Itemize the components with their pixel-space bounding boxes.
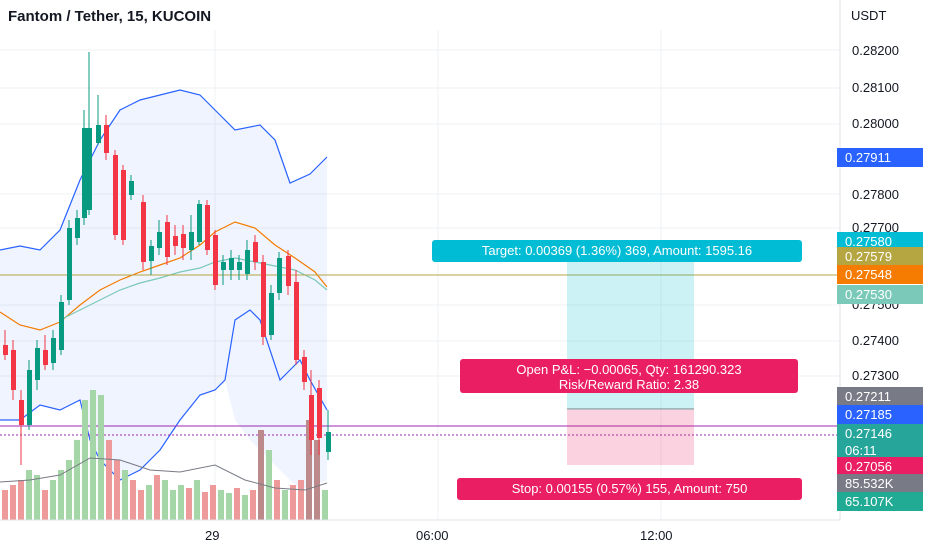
price-badge: 0.27211 [837,387,923,406]
target-label[interactable]: Target: 0.00369 (1.36%) 369, Amount: 159… [432,240,802,262]
bollinger-upper-line [0,89,328,251]
candles [3,52,331,465]
stop-label[interactable]: Stop: 0.00155 (0.57%) 155, Amount: 750 [457,478,802,500]
bollinger-lower-line [0,309,328,481]
currency-label: USDT [851,8,887,23]
stop-zone [567,410,694,465]
price-tick: 0.27800 [852,187,899,202]
time-label: 12:00 [640,528,673,543]
volume-badge: 65.107K [837,492,923,511]
chart-title: Fantom / Tether, 15, KUCOIN [8,8,212,25]
pnl-line: Open P&L: −0.00065, Qty: 161290.323 [516,362,742,377]
price-badge: 0.27146 [837,424,923,443]
price-badge: 0.27185 [837,405,923,424]
ema-orange-line [0,221,328,331]
countdown-badge: 06:11 [837,441,923,460]
price-tick: 0.27700 [852,220,899,235]
volume-badge: 85.532K [837,474,923,493]
price-tick: 0.28000 [852,116,899,131]
price-badge: 0.27579 [837,247,923,266]
time-label: 06:00 [416,528,449,543]
price-badge: 0.27530 [837,285,923,304]
bollinger-band-fill [0,90,327,490]
price-tick: 0.28100 [852,80,899,95]
price-tick: 0.27400 [852,333,899,348]
price-tick: 0.27300 [852,368,899,383]
time-label: 29 [205,528,220,543]
risk-reward-line: Risk/Reward Ratio: 2.38 [558,377,700,392]
price-badge: 0.27911 [837,148,923,167]
price-tick: 0.28200 [852,43,899,58]
volume-bars [2,390,328,520]
volume-ma-line [0,457,328,491]
price-badge: 0.27056 [837,457,923,476]
price-badge: 0.27548 [837,265,923,284]
pnl-label[interactable]: Open P&L: −0.00065, Qty: 161290.323 Risk… [460,359,798,393]
price-badge: 0.27580 [837,232,923,251]
